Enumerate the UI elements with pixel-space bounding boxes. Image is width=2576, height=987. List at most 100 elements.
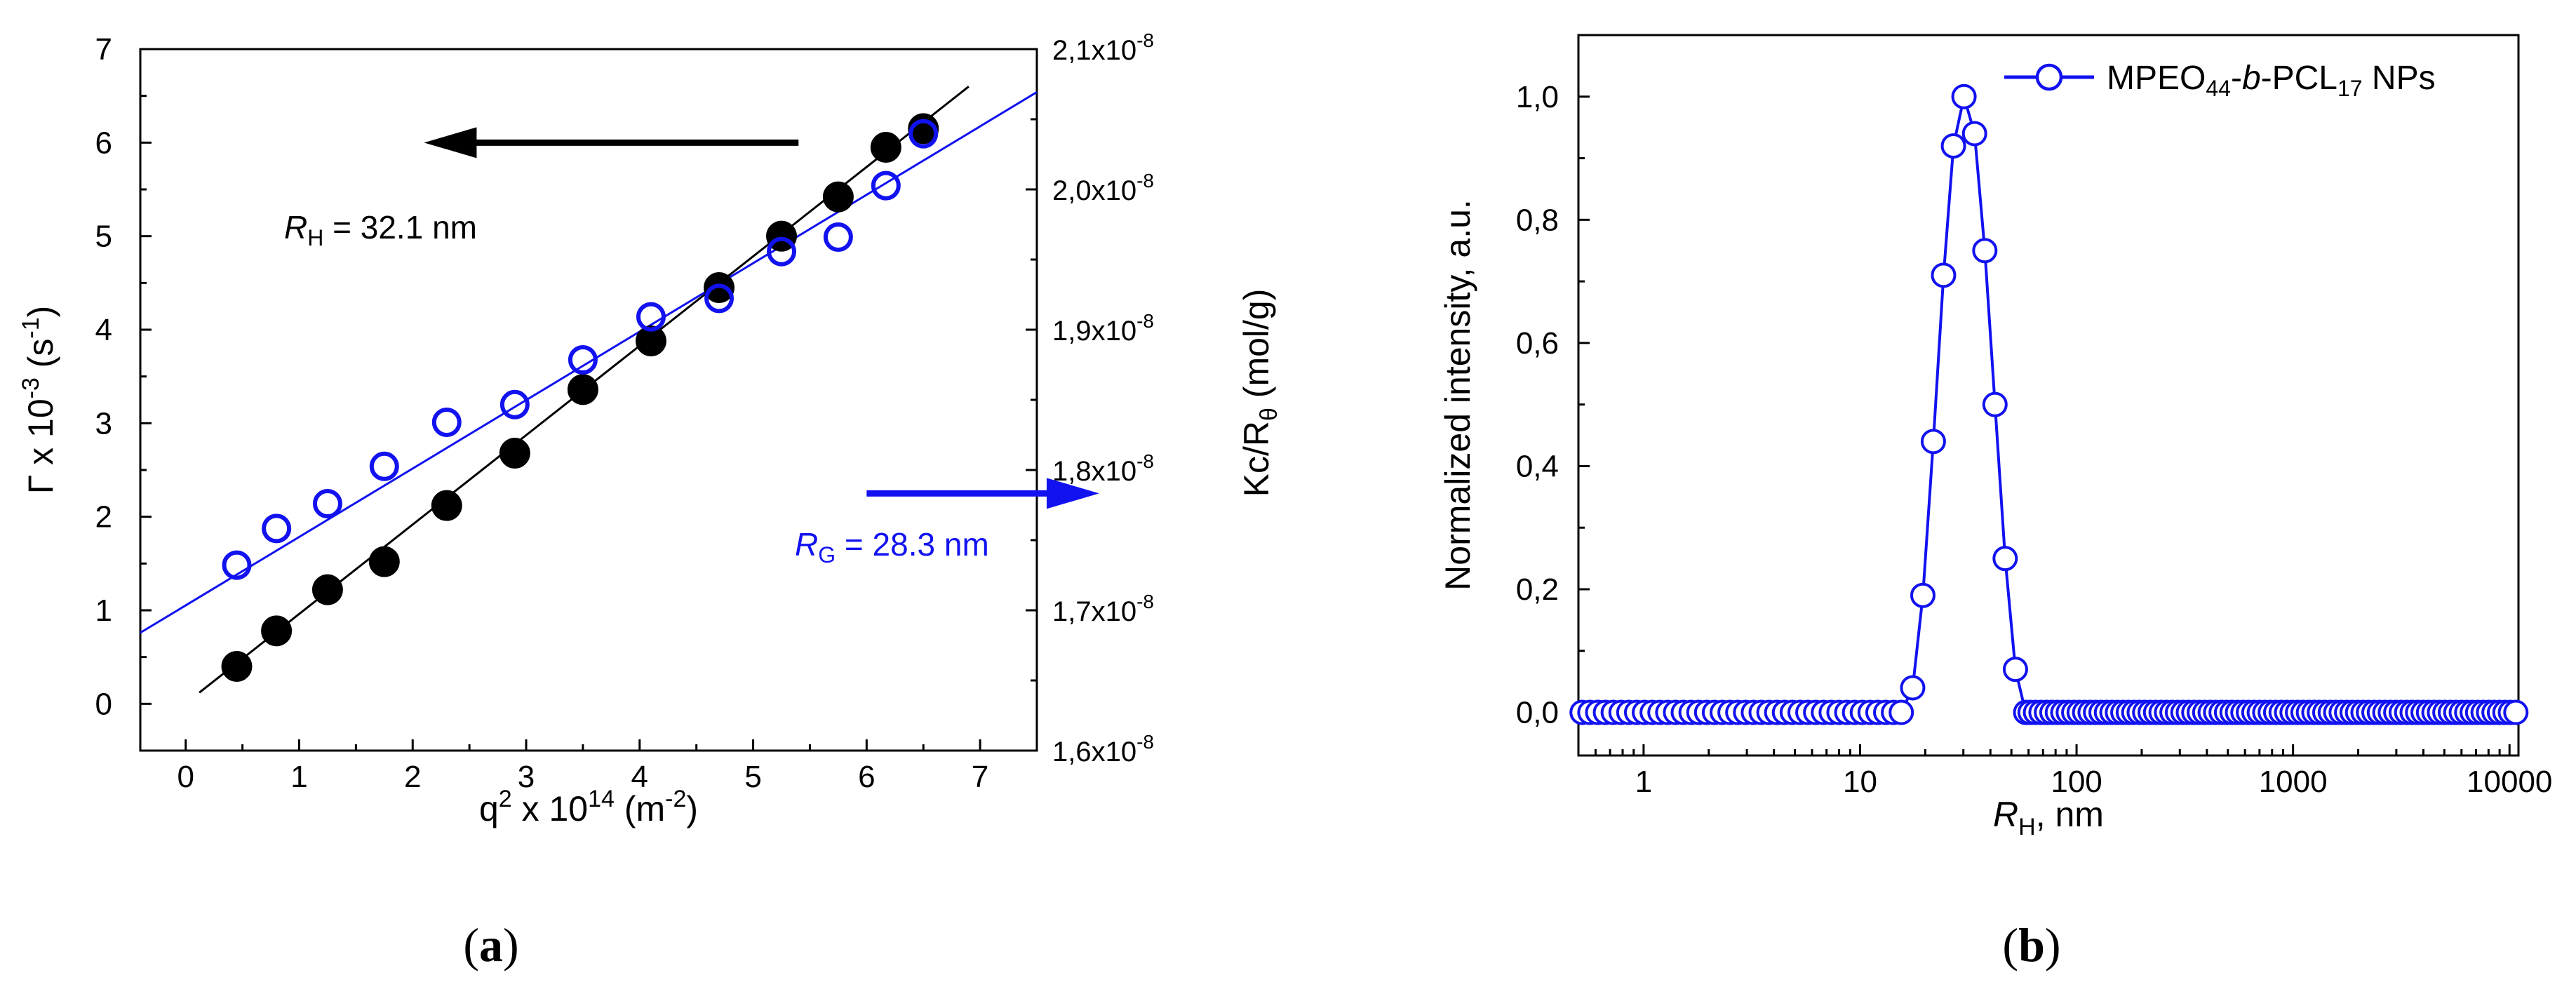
right-y-tick-mantissa: 1,6x10 <box>1052 737 1136 767</box>
filled-data-point <box>499 438 530 469</box>
open-data-point <box>222 550 252 580</box>
left-y-tick-label: 1 <box>95 593 112 628</box>
rg-sub: G <box>818 542 836 568</box>
legend-dash2: -PCL <box>2261 60 2337 97</box>
y-tick-label: 0,8 <box>1516 203 1559 237</box>
y-tick-label: 0,2 <box>1516 572 1559 607</box>
panel-b-series <box>1569 83 2529 725</box>
left-y-tick-label: 4 <box>95 313 112 347</box>
series-marker <box>1982 391 2008 417</box>
right-y-tick-label: 1,9x10-8 <box>1052 310 1154 347</box>
panel-a-label-open: ( <box>463 918 479 972</box>
x-label-mid: x 10 <box>512 789 588 828</box>
left-y-label-sup: -3 <box>18 377 44 398</box>
panel-a-ticks <box>140 48 1037 752</box>
rg-annotation: RG = 28.3 nm <box>795 526 989 568</box>
x-label-sup3: -2 <box>665 786 686 812</box>
left-y-label-base: Γ x 10 <box>21 398 60 494</box>
open-data-point <box>704 283 734 314</box>
right-y-tick-mantissa: 2,1x10 <box>1052 35 1136 66</box>
x-tick-label: 0 <box>177 760 194 794</box>
x-label-end: ) <box>686 789 698 828</box>
left-y-tick-label: 5 <box>95 220 112 254</box>
x-label-tail: (m <box>615 789 665 828</box>
right-y-tick-exponent: -8 <box>1136 731 1154 753</box>
panel-b-label-letter: b <box>2018 918 2045 972</box>
filled-data-point <box>870 132 901 163</box>
panel-b-x-tick-labels: 1 10 100 1000 10000 <box>1635 765 2553 799</box>
blue-arrow-head <box>1046 478 1099 509</box>
open-data-point <box>262 513 292 544</box>
series-marker <box>1920 429 1946 455</box>
left-y-label-end: ) <box>21 306 60 318</box>
series-marker <box>1972 238 1998 264</box>
x-tick-label: 100 <box>2051 765 2102 799</box>
b-x-label-sub: H <box>2018 814 2036 840</box>
right-y-tick-exponent: -8 <box>1136 450 1154 472</box>
blue-fit-line <box>140 91 1038 634</box>
series-marker <box>1992 546 2018 572</box>
y-tick-label: 1,0 <box>1516 80 1559 114</box>
b-x-label-tail: , nm <box>2036 795 2104 834</box>
panel-a-label: (a) <box>463 918 518 972</box>
open-data-point <box>499 389 530 419</box>
panel-b-label-close: ) <box>2045 918 2061 972</box>
series-marker <box>1961 121 1987 147</box>
b-x-label-base: R <box>1993 795 2018 834</box>
panel-a-data-points <box>221 113 939 682</box>
series-marker <box>1910 582 1936 608</box>
open-data-point <box>908 119 939 149</box>
right-y-tick-exponent: -8 <box>1136 170 1154 192</box>
panel-a-left-y-axis-label: Γ x 10-3 (s-1) <box>18 306 60 495</box>
legend-dash1: - <box>2231 60 2242 97</box>
filled-data-point <box>431 490 462 521</box>
legend-sub2: 17 <box>2337 76 2363 101</box>
legend-marker-swatch <box>2035 63 2063 91</box>
x-tick-label: 3 <box>518 760 535 794</box>
open-data-point <box>369 451 399 481</box>
series-marker <box>1900 675 1926 701</box>
rh-base: R <box>284 209 307 246</box>
panel-a-left-tick-labels: 0 1 2 3 4 5 6 7 <box>95 32 112 721</box>
rg-base: R <box>795 526 818 563</box>
x-tick-label: 2 <box>404 760 421 794</box>
legend-label: MPEO44-b-PCL17 NPs <box>2107 60 2436 101</box>
panel-a-label-close: ) <box>503 918 519 972</box>
panel-a-right-tick-labels: 1,6x10-81,7x10-81,8x10-81,9x10-82,0x10-8… <box>1052 29 1154 767</box>
series-marker <box>1951 83 1977 109</box>
series-marker <box>1940 133 1966 159</box>
black-arrow-head <box>424 127 477 159</box>
filled-data-point <box>368 546 400 577</box>
legend-sub1: 44 <box>2206 76 2231 101</box>
right-y-tick-mantissa: 1,7x10 <box>1052 596 1136 627</box>
filled-data-point <box>261 615 293 647</box>
right-y-label-tail: (mol/g) <box>1237 289 1276 408</box>
open-data-point <box>871 170 901 201</box>
x-label-base: q <box>479 789 499 828</box>
panel-a-right-y-axis-label: Kc/Rθ (mol/g) <box>1237 289 1282 497</box>
x-tick-label: 10 <box>1843 765 1877 799</box>
right-y-tick-mantissa: 1,8x10 <box>1052 456 1136 487</box>
x-tick-label: 7 <box>972 760 988 794</box>
y-tick-label: 0,4 <box>1516 449 1559 483</box>
right-y-tick-exponent: -8 <box>1136 591 1154 612</box>
panel-a-x-axis-label: q2 x 1014 (m-2) <box>479 786 698 828</box>
filled-data-point <box>822 181 854 213</box>
x-tick-label: 5 <box>744 760 761 794</box>
right-y-tick-label: 1,6x10-8 <box>1052 731 1154 767</box>
panel-b-y-axis-label: Normalized intensity, a.u. <box>1438 199 1477 591</box>
series-marker <box>1931 262 1957 288</box>
rh-value: = 32.1 nm <box>323 209 477 246</box>
right-y-label-base: Kc/R <box>1237 421 1276 497</box>
right-y-tick-mantissa: 1,9x10 <box>1052 316 1136 347</box>
panel-b-plot-frame <box>1577 34 2520 757</box>
panel-b-x-axis-label: RH, nm <box>1993 795 2104 840</box>
open-data-point <box>312 489 342 518</box>
x-label-sup: 2 <box>499 786 512 812</box>
x-tick-label: 6 <box>858 760 875 794</box>
filled-data-point <box>221 651 253 682</box>
y-tick-label: 0,0 <box>1516 696 1559 730</box>
x-label-sup2: 14 <box>588 786 615 812</box>
